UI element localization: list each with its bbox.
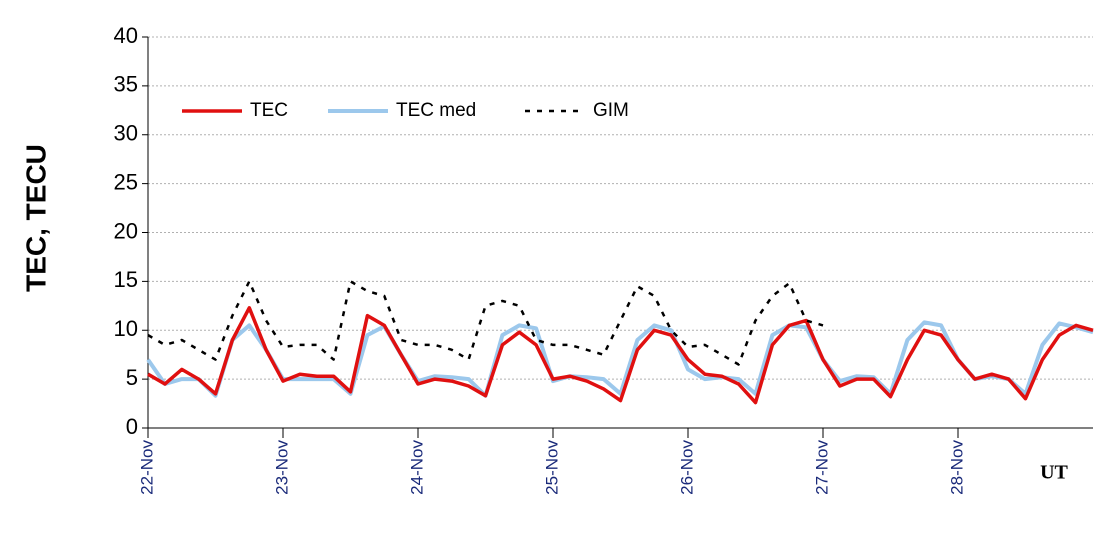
y-tick-label: 5 [126, 365, 138, 390]
y-tick-label: 15 [114, 267, 138, 292]
legend-label: TEC [250, 100, 288, 121]
x-tick-label: 27-Nov [812, 440, 831, 495]
x-axis-label: UT [1040, 462, 1068, 484]
x-tick-label: 24-Nov [407, 440, 426, 495]
y-tick-label: 30 [114, 121, 138, 146]
y-tick-label: 35 [114, 72, 138, 97]
x-tick-label: 25-Nov [542, 440, 561, 495]
y-tick-label: 20 [114, 218, 138, 243]
y-tick-label: 40 [114, 23, 138, 48]
x-tick-label: 22-Nov [137, 440, 156, 495]
series-line [147, 280, 824, 366]
legend-label: GIM [593, 100, 629, 121]
x-tick-label: 28-Nov [947, 440, 966, 495]
series-line [147, 306, 1094, 405]
y-tick-label: 10 [114, 316, 138, 341]
y-tick-label: 25 [114, 169, 138, 194]
y-axis-label: TEC, TECU [20, 144, 51, 292]
x-tick-label: 26-Nov [677, 440, 696, 495]
series-line [146, 320, 1094, 398]
legend-label: TEC med [396, 100, 476, 121]
y-tick-label: 0 [126, 414, 138, 439]
x-tick-label: 23-Nov [272, 440, 291, 495]
